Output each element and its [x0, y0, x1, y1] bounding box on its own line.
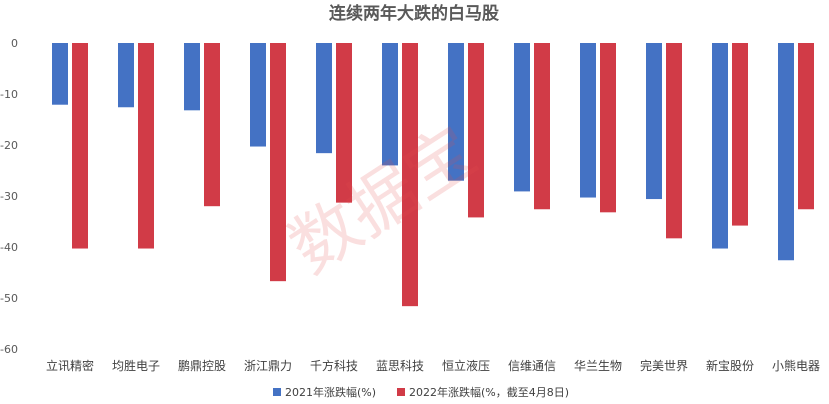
chart-title: 连续两年大跌的白马股: [329, 3, 499, 24]
x-tick-label: 小熊电器: [772, 358, 820, 373]
bar-series-2: [270, 43, 286, 282]
x-tick-label: 千方科技: [310, 358, 358, 373]
x-tick-label: 恒立液压: [442, 358, 490, 373]
x-tick-label: 立讯精密: [46, 358, 94, 373]
x-tick-label: 蓝思科技: [376, 359, 424, 373]
legend: 2021年涨跌幅(%) 2022年涨跌幅(%，截至4月8日): [273, 385, 569, 399]
y-tick-label: -30: [0, 190, 18, 203]
bar-series-2: [534, 43, 550, 210]
legend-label: 2021年涨跌幅(%): [285, 385, 376, 399]
y-tick-label: -60: [0, 343, 18, 356]
x-tick-label: 鹏鼎控股: [178, 359, 226, 373]
bar-series-1: [712, 43, 728, 249]
y-tick-label: -50: [0, 292, 18, 305]
x-tick-label: 信维通信: [508, 359, 556, 373]
bar-series-2: [138, 43, 154, 249]
y-axis: 0 -10 -20 -30 -40 -50 -60: [0, 37, 18, 356]
x-tick-label: 新宝股份: [706, 358, 754, 373]
legend-swatch: [273, 388, 281, 396]
y-tick-label: 0: [11, 37, 18, 50]
y-tick-label: -20: [0, 139, 18, 152]
legend-label: 2022年涨跌幅(%，截至4月8日): [409, 385, 569, 399]
bar-series-2: [204, 43, 220, 207]
x-axis: 立讯精密 均胜电子 鹏鼎控股 浙江鼎力 千方科技 蓝思科技 恒立液压 信维通信 华兰生物 完美世界…: [46, 358, 820, 373]
bar-series-2: [402, 43, 418, 307]
bar-series-2: [666, 43, 682, 239]
x-tick-label: 完美世界: [640, 358, 688, 373]
bar-series-2: [798, 43, 814, 210]
y-tick-label: -40: [0, 241, 18, 254]
bar-series-1: [52, 43, 68, 105]
legend-swatch: [397, 388, 405, 396]
bar-series-1: [250, 43, 266, 147]
x-tick-label: 浙江鼎力: [244, 359, 292, 373]
bar-series-1: [646, 43, 662, 200]
bars: [52, 43, 814, 307]
bar-series-1: [184, 43, 200, 111]
bar-series-1: [514, 43, 530, 192]
bar-series-1: [118, 43, 134, 108]
bar-series-1: [778, 43, 794, 261]
bar-series-2: [72, 43, 88, 249]
x-tick-label: 华兰生物: [574, 359, 622, 373]
bar-series-2: [732, 43, 748, 226]
bar-series-1: [448, 43, 464, 181]
bar-series-2: [468, 43, 484, 218]
bar-series-1: [316, 43, 332, 154]
x-tick-label: 均胜电子: [112, 358, 160, 373]
bar-series-1: [580, 43, 596, 198]
y-tick-label: -10: [0, 88, 18, 101]
bar-series-1: [382, 43, 398, 166]
bar-series-2: [336, 43, 352, 203]
bar-series-2: [600, 43, 616, 213]
